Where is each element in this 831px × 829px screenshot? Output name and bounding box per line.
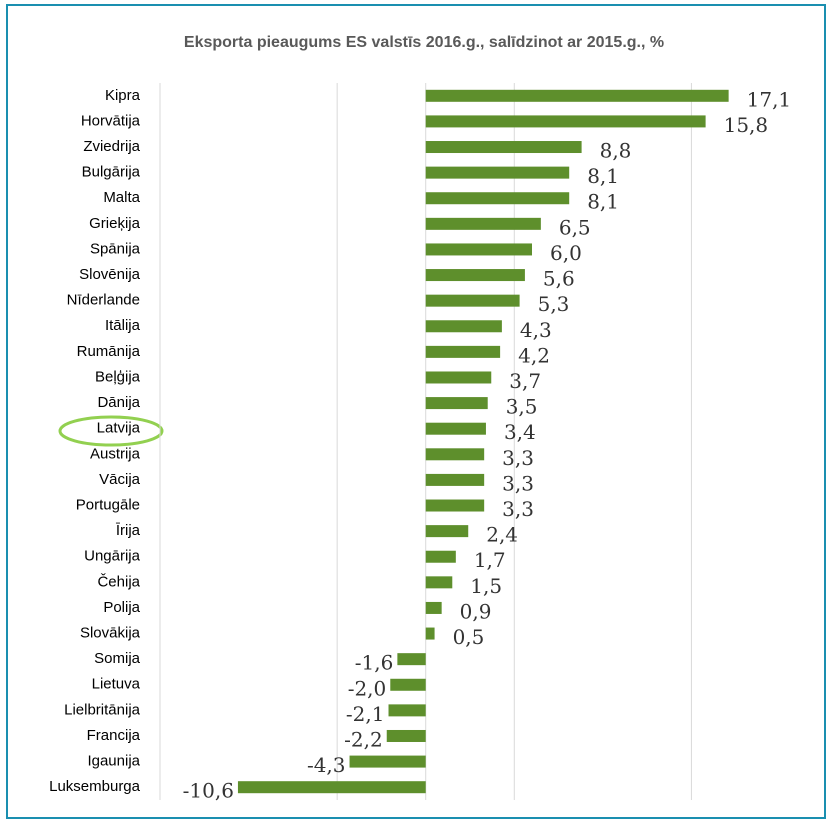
bar	[237, 781, 426, 794]
bar	[425, 294, 520, 307]
highlight-ellipse	[58, 415, 164, 447]
value-label: 6,5	[559, 215, 591, 239]
value-label: 8,1	[587, 164, 619, 188]
value-label: -4,3	[307, 753, 346, 777]
value-label: 5,6	[543, 267, 575, 291]
y-tick-label: Slovēnija	[79, 266, 141, 283]
value-label: 6,0	[550, 241, 582, 265]
chart-title: Eksporta pieaugums ES valstīs 2016.g., s…	[184, 34, 664, 51]
bar	[425, 115, 706, 128]
bar	[425, 345, 501, 358]
value-label: 3,3	[502, 471, 534, 495]
value-label: 4,2	[518, 343, 550, 367]
y-tick-label: Austrija	[90, 445, 141, 462]
value-label: 8,8	[600, 139, 632, 163]
bar	[425, 601, 442, 614]
bar	[425, 473, 485, 486]
y-tick-label: Lietuva	[92, 676, 141, 693]
value-label: 3,5	[506, 395, 538, 419]
value-label: -2,2	[344, 727, 383, 751]
bar	[425, 576, 453, 589]
y-tick-label: Zviedrija	[83, 138, 140, 155]
value-label: 3,3	[502, 497, 534, 521]
value-label: 5,3	[538, 292, 570, 316]
y-tick-label: Portugāle	[76, 496, 140, 513]
y-tick-label: Polija	[103, 599, 140, 616]
y-tick-label: Beļģija	[95, 368, 141, 385]
y-tick-label: Dānija	[97, 394, 140, 411]
y-tick-label: Bulgārija	[82, 164, 141, 181]
bar	[388, 704, 426, 717]
bar	[390, 678, 426, 691]
y-tick-label: Somija	[94, 650, 141, 667]
value-label: 0,5	[453, 625, 485, 649]
y-tick-label: Kipra	[105, 87, 141, 104]
value-label: -10,6	[183, 779, 234, 803]
y-tick-label: Malta	[103, 189, 140, 206]
y-tick-label: Luksemburga	[49, 778, 141, 795]
value-label: 0,9	[460, 599, 492, 623]
bar	[425, 141, 582, 154]
bar	[425, 550, 456, 563]
bar	[425, 499, 485, 512]
bar	[425, 448, 485, 461]
bar	[425, 525, 469, 538]
value-label: 3,4	[504, 420, 536, 444]
value-label: 4,3	[520, 318, 552, 342]
bar	[425, 627, 435, 640]
value-label: 1,7	[474, 548, 506, 572]
y-tick-label: Vācija	[99, 471, 141, 488]
value-label: -2,0	[348, 676, 387, 700]
value-label: 3,7	[509, 369, 541, 393]
y-tick-label: Slovākija	[80, 625, 141, 642]
y-tick-label: Igaunija	[87, 753, 140, 770]
y-tick-label: Ungārija	[84, 548, 141, 565]
bar	[425, 192, 570, 205]
bar	[425, 371, 492, 384]
y-tick-label: Īrija	[116, 522, 141, 539]
y-tick-label: Lielbritānija	[64, 701, 141, 718]
bar	[425, 422, 486, 435]
bar	[349, 755, 426, 768]
value-label: -1,6	[355, 651, 394, 675]
y-tick-label: Spānija	[90, 240, 141, 257]
value-label: 15,8	[724, 113, 769, 137]
bar	[425, 89, 729, 102]
value-label: 17,1	[747, 87, 792, 111]
y-tick-label: Čehija	[97, 573, 140, 590]
y-tick-label: Rumānija	[77, 343, 141, 360]
bar	[425, 397, 488, 410]
value-label: 1,5	[470, 574, 502, 598]
y-tick-label: Itālija	[105, 317, 141, 334]
bar	[425, 320, 502, 333]
value-label: 2,4	[486, 523, 518, 547]
bar	[425, 217, 541, 230]
bar	[425, 243, 532, 256]
y-tick-label: Horvātija	[81, 112, 141, 129]
bar	[397, 653, 426, 666]
value-label: -2,1	[346, 702, 385, 726]
bar	[425, 166, 570, 179]
y-tick-label: Latvija	[97, 420, 141, 437]
y-tick-label: Nīderlande	[67, 292, 140, 309]
y-tick-label: Grieķija	[89, 215, 141, 232]
y-tick-label: Francija	[87, 727, 141, 744]
bar	[386, 729, 426, 742]
bar	[425, 269, 525, 282]
value-label: 3,3	[502, 446, 534, 470]
value-label: 8,1	[587, 190, 619, 214]
